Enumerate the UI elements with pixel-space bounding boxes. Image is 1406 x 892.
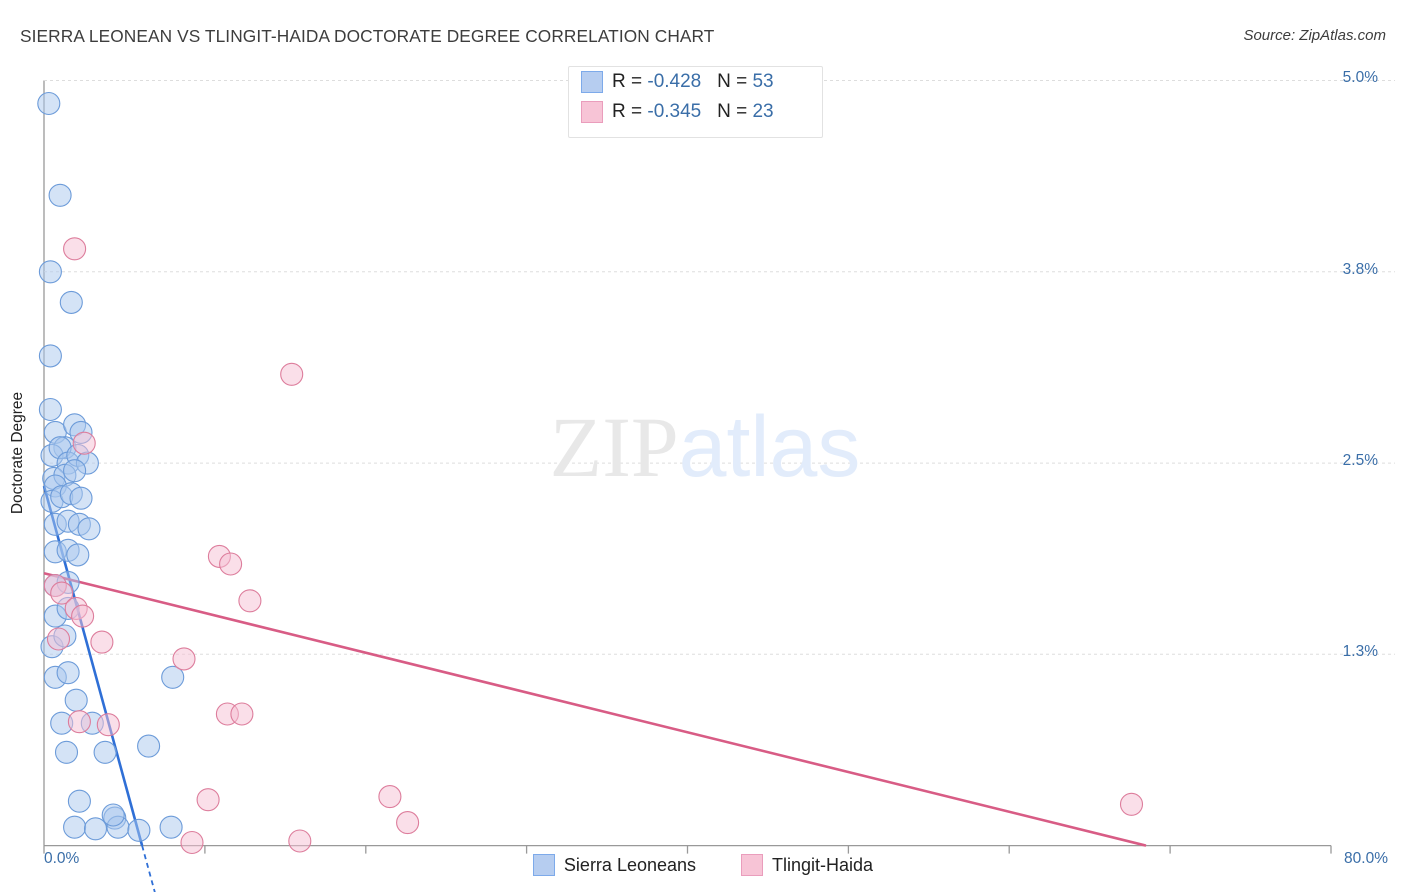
svg-text:ZIPatlas: ZIPatlas bbox=[550, 399, 861, 495]
